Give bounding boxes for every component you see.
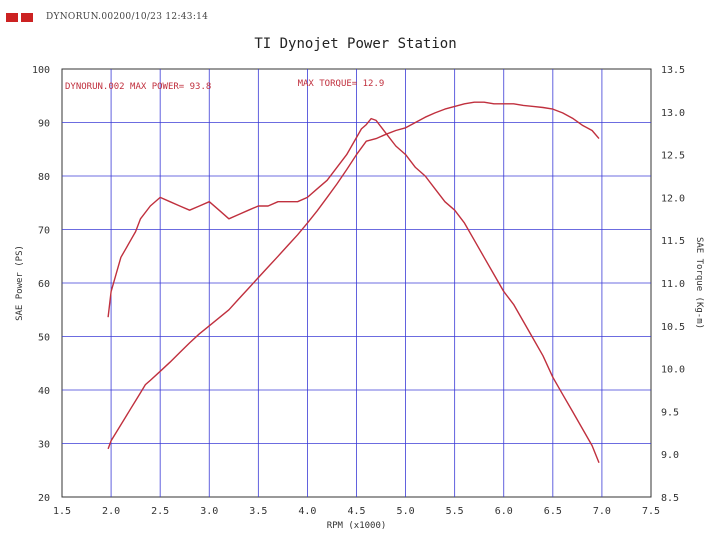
x-tick-label: 6.5: [544, 506, 562, 517]
torque-curve: [107, 117, 600, 464]
x-tick-label: 2.5: [151, 506, 169, 517]
y-tick-label: 20: [38, 493, 50, 504]
y2-tick-label: 13.0: [661, 108, 685, 119]
y2-tick-label: 13.5: [661, 65, 685, 76]
y2-tick-label: 10.0: [661, 365, 685, 376]
y-tick-label: 40: [38, 386, 50, 397]
y-tick-label: 30: [38, 440, 50, 451]
x-tick-label: 7.0: [593, 506, 611, 517]
header-bar: DYNORUN.00200/10/23 12:43:14: [6, 9, 208, 25]
x-tick-label: 1.5: [53, 506, 71, 517]
y2-tick-label: 8.5: [661, 493, 679, 504]
x-axis-label: RPM (x1000): [327, 521, 387, 531]
x-tick-label: 4.0: [298, 506, 316, 517]
header-run-info: DYNORUN.00200/10/23 12:43:14: [46, 12, 209, 22]
logo-icon: [6, 12, 18, 22]
y2-tick-label: 9.5: [661, 407, 679, 418]
y-tick-label: 100: [32, 65, 50, 76]
y2-axis-label: SAE Torque (Kg-m): [694, 237, 704, 329]
y2-tick-label: 12.5: [661, 151, 685, 162]
y2-tick-label: 11.0: [661, 279, 685, 290]
y-tick-label: 60: [38, 279, 50, 290]
y-tick-label: 80: [38, 172, 50, 183]
x-tick-label: 2.0: [102, 506, 120, 517]
max-power-annotation: DYNORUN.002 MAX POWER= 93.8: [65, 82, 211, 92]
y2-tick-label: 12.0: [661, 193, 685, 204]
y2-tick-label: 10.5: [661, 322, 685, 333]
power-curve: [107, 101, 600, 450]
y-tick-label: 50: [38, 333, 50, 344]
y2-tick-label: 9.0: [661, 450, 679, 461]
x-tick-label: 3.0: [200, 506, 218, 517]
y-tick-label: 70: [38, 226, 50, 237]
x-tick-label: 6.0: [495, 506, 513, 517]
y2-tick-label: 11.5: [661, 236, 685, 247]
x-tick-label: 4.5: [347, 506, 365, 517]
y-axis-label: SAE Power (PS): [15, 245, 25, 321]
chart-title: TI Dynojet Power Station: [254, 36, 457, 52]
x-tick-label: 5.0: [397, 506, 415, 517]
x-tick-label: 7.5: [642, 506, 660, 517]
x-tick-label: 5.5: [446, 506, 464, 517]
logo-icon-2: [21, 12, 33, 22]
max-torque-annotation: MAX TORQUE= 12.9: [298, 79, 385, 89]
y-tick-label: 90: [38, 119, 50, 130]
x-tick-label: 3.5: [249, 506, 267, 517]
